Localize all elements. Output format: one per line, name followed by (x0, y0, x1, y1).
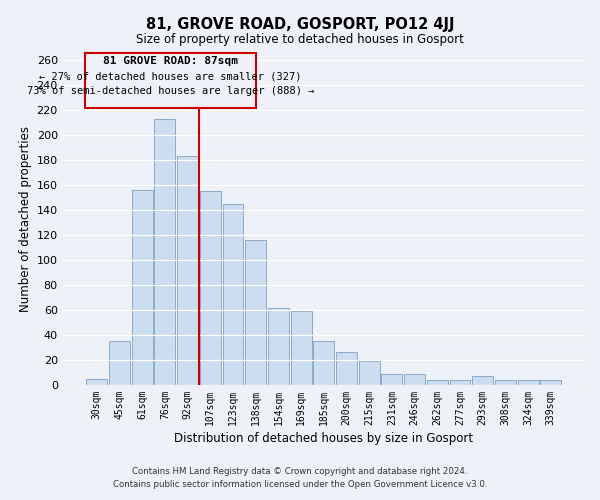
Bar (336, 352, 357, 385)
Text: 81, GROVE ROAD, GOSPORT, PO12 4JJ: 81, GROVE ROAD, GOSPORT, PO12 4JJ (146, 18, 454, 32)
Bar (427, 380, 448, 385)
Text: 73% of semi-detached houses are larger (888) →: 73% of semi-detached houses are larger (… (27, 86, 314, 97)
Bar (86, 378, 107, 385)
Text: Contains HM Land Registry data © Crown copyright and database right 2024.
Contai: Contains HM Land Registry data © Crown c… (113, 467, 487, 489)
Text: 81 GROVE ROAD: 87sqm: 81 GROVE ROAD: 87sqm (103, 56, 238, 66)
Bar (177, 156, 198, 385)
Bar (109, 341, 130, 385)
Bar (132, 190, 152, 385)
Text: ← 27% of detached houses are smaller (327): ← 27% of detached houses are smaller (32… (40, 72, 302, 82)
Bar (518, 380, 539, 385)
Bar (245, 240, 266, 385)
Bar (472, 376, 493, 385)
Bar (290, 312, 311, 385)
Bar (313, 341, 334, 385)
Bar (268, 308, 289, 385)
Bar (359, 361, 380, 385)
Bar (223, 204, 244, 385)
Text: Size of property relative to detached houses in Gosport: Size of property relative to detached ho… (136, 32, 464, 46)
X-axis label: Distribution of detached houses by size in Gosport: Distribution of detached houses by size … (174, 432, 473, 445)
Bar (154, 119, 175, 385)
Bar (541, 380, 561, 385)
Bar (404, 374, 425, 385)
Bar (382, 374, 403, 385)
Y-axis label: Number of detached properties: Number of detached properties (19, 126, 32, 312)
Bar (200, 192, 221, 385)
Bar (449, 380, 470, 385)
Bar (495, 380, 516, 385)
FancyBboxPatch shape (85, 52, 256, 108)
